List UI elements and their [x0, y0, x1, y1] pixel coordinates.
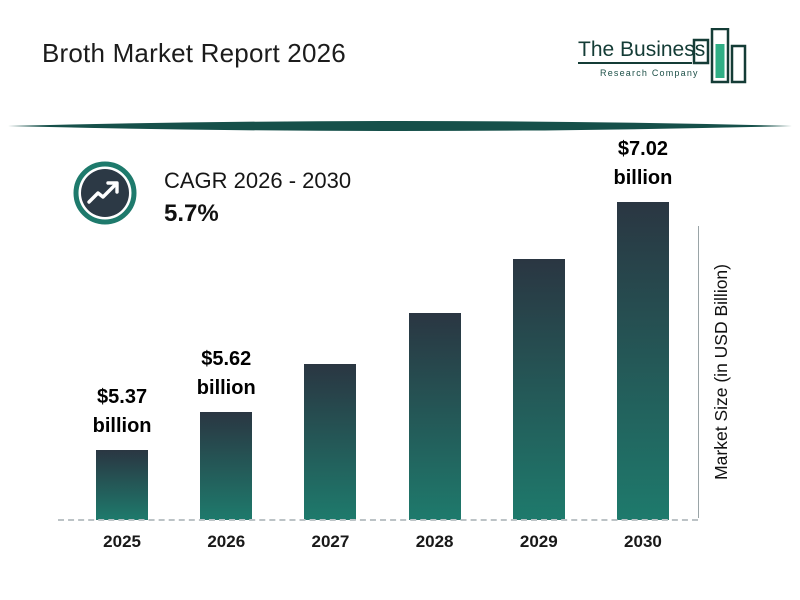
y-axis-label-wrap: Market Size (in USD Billion)	[702, 222, 740, 522]
cagr-label: CAGR 2026 - 2030	[164, 168, 352, 193]
bar-year-label-2030: 2030	[624, 532, 662, 551]
logo-line2-text: Research Company	[600, 68, 699, 78]
bar-column-2029	[487, 202, 591, 520]
bar-column-2025: $5.37 billion	[70, 202, 174, 520]
y-axis-line	[698, 226, 699, 518]
bar-year-label-2028: 2028	[415, 532, 454, 551]
bar-column-2026: $5.62 billion	[174, 202, 278, 520]
bar-chart: $5.37 billion $5.62 billion $7.02 billion	[70, 138, 695, 520]
bar-2028	[408, 313, 461, 520]
bar-column-2027	[278, 202, 382, 520]
cagr-block: CAGR 2026 - 2030 5.7%	[164, 168, 351, 228]
cagr-value: 5.7%	[164, 200, 219, 227]
logo-bars-icon	[692, 27, 747, 84]
bar-2026	[200, 412, 253, 520]
trending-up-icon	[72, 160, 138, 226]
chart-baseline	[58, 519, 698, 521]
bar-value-label-2026: $5.62 billion	[196, 348, 256, 399]
divider-lens-shape	[8, 121, 792, 131]
bar-value-label-2030: $7.02 billion	[613, 138, 673, 189]
company-logo: The Business Research Company	[574, 27, 764, 98]
y-axis-label: Market Size (in USD Billion)	[710, 264, 731, 480]
bar-2027	[304, 364, 357, 520]
bar-2030	[616, 202, 669, 520]
bar-column-2028	[383, 202, 487, 520]
bar-year-label-2029: 2029	[519, 532, 558, 551]
divider	[0, 118, 800, 136]
x-axis-labels: 2025 2026 2027 2028 2029 2030	[70, 532, 695, 552]
bar-column-2030: $7.02 billion	[591, 138, 695, 520]
bar-2025	[96, 450, 149, 520]
bar-year-label-2025: 2025	[103, 532, 141, 551]
bar-value-label-2025: $5.37 billion	[92, 386, 152, 437]
page-title: Broth Market Report 2026	[42, 38, 346, 68]
logo-line1-text: The Business	[578, 38, 705, 61]
bar-year-label-2027: 2027	[311, 532, 350, 551]
bar-year-label-2026: 2026	[207, 532, 246, 551]
company-logo-graphic: The Business Research Company	[578, 27, 747, 84]
bar-2029	[512, 259, 565, 520]
